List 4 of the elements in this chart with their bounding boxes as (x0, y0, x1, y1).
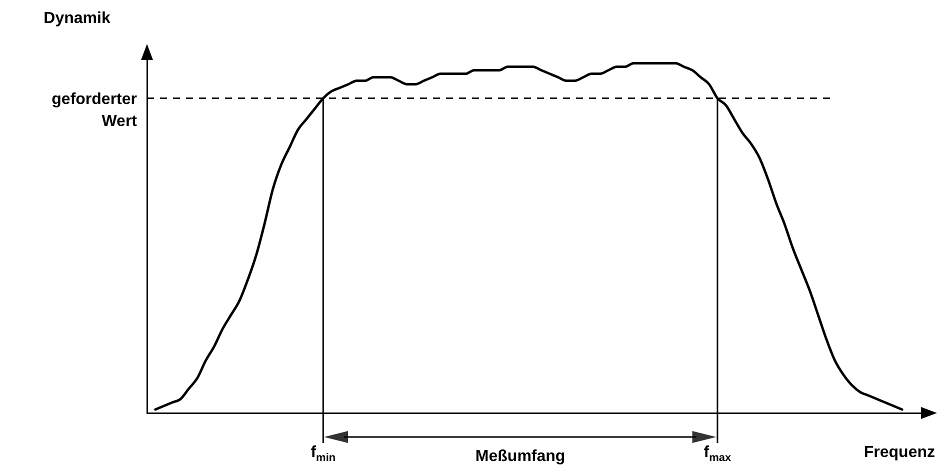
x-axis-title: Frequenz (864, 444, 936, 461)
ref-line-label: geforderter Wert (52, 91, 138, 130)
text: Meßumfang (475, 448, 566, 465)
y-axis-title: Dynamik (44, 10, 110, 27)
